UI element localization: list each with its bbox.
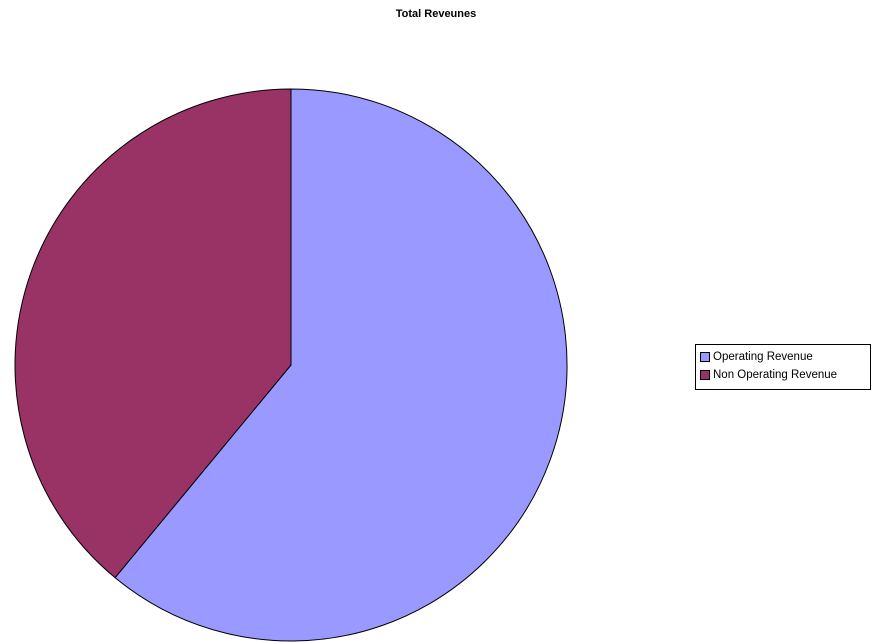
legend-item-non-operating-revenue: Non Operating Revenue: [700, 366, 870, 384]
legend-label-operating-revenue: Operating Revenue: [713, 351, 813, 363]
legend-item-operating-revenue: Operating Revenue: [700, 348, 870, 366]
legend-label-non-operating-revenue: Non Operating Revenue: [713, 369, 838, 381]
chart-title: Total Reveunes: [395, 8, 477, 20]
legend-swatch-non-operating-revenue: [700, 370, 710, 380]
legend-swatch-operating-revenue: [700, 352, 710, 362]
pie-slice-non-operating-revenue: [14, 88, 292, 579]
legend: Operating Revenue Non Operating Revenue: [695, 344, 871, 390]
pie-slice-operating-revenue: [114, 88, 568, 642]
